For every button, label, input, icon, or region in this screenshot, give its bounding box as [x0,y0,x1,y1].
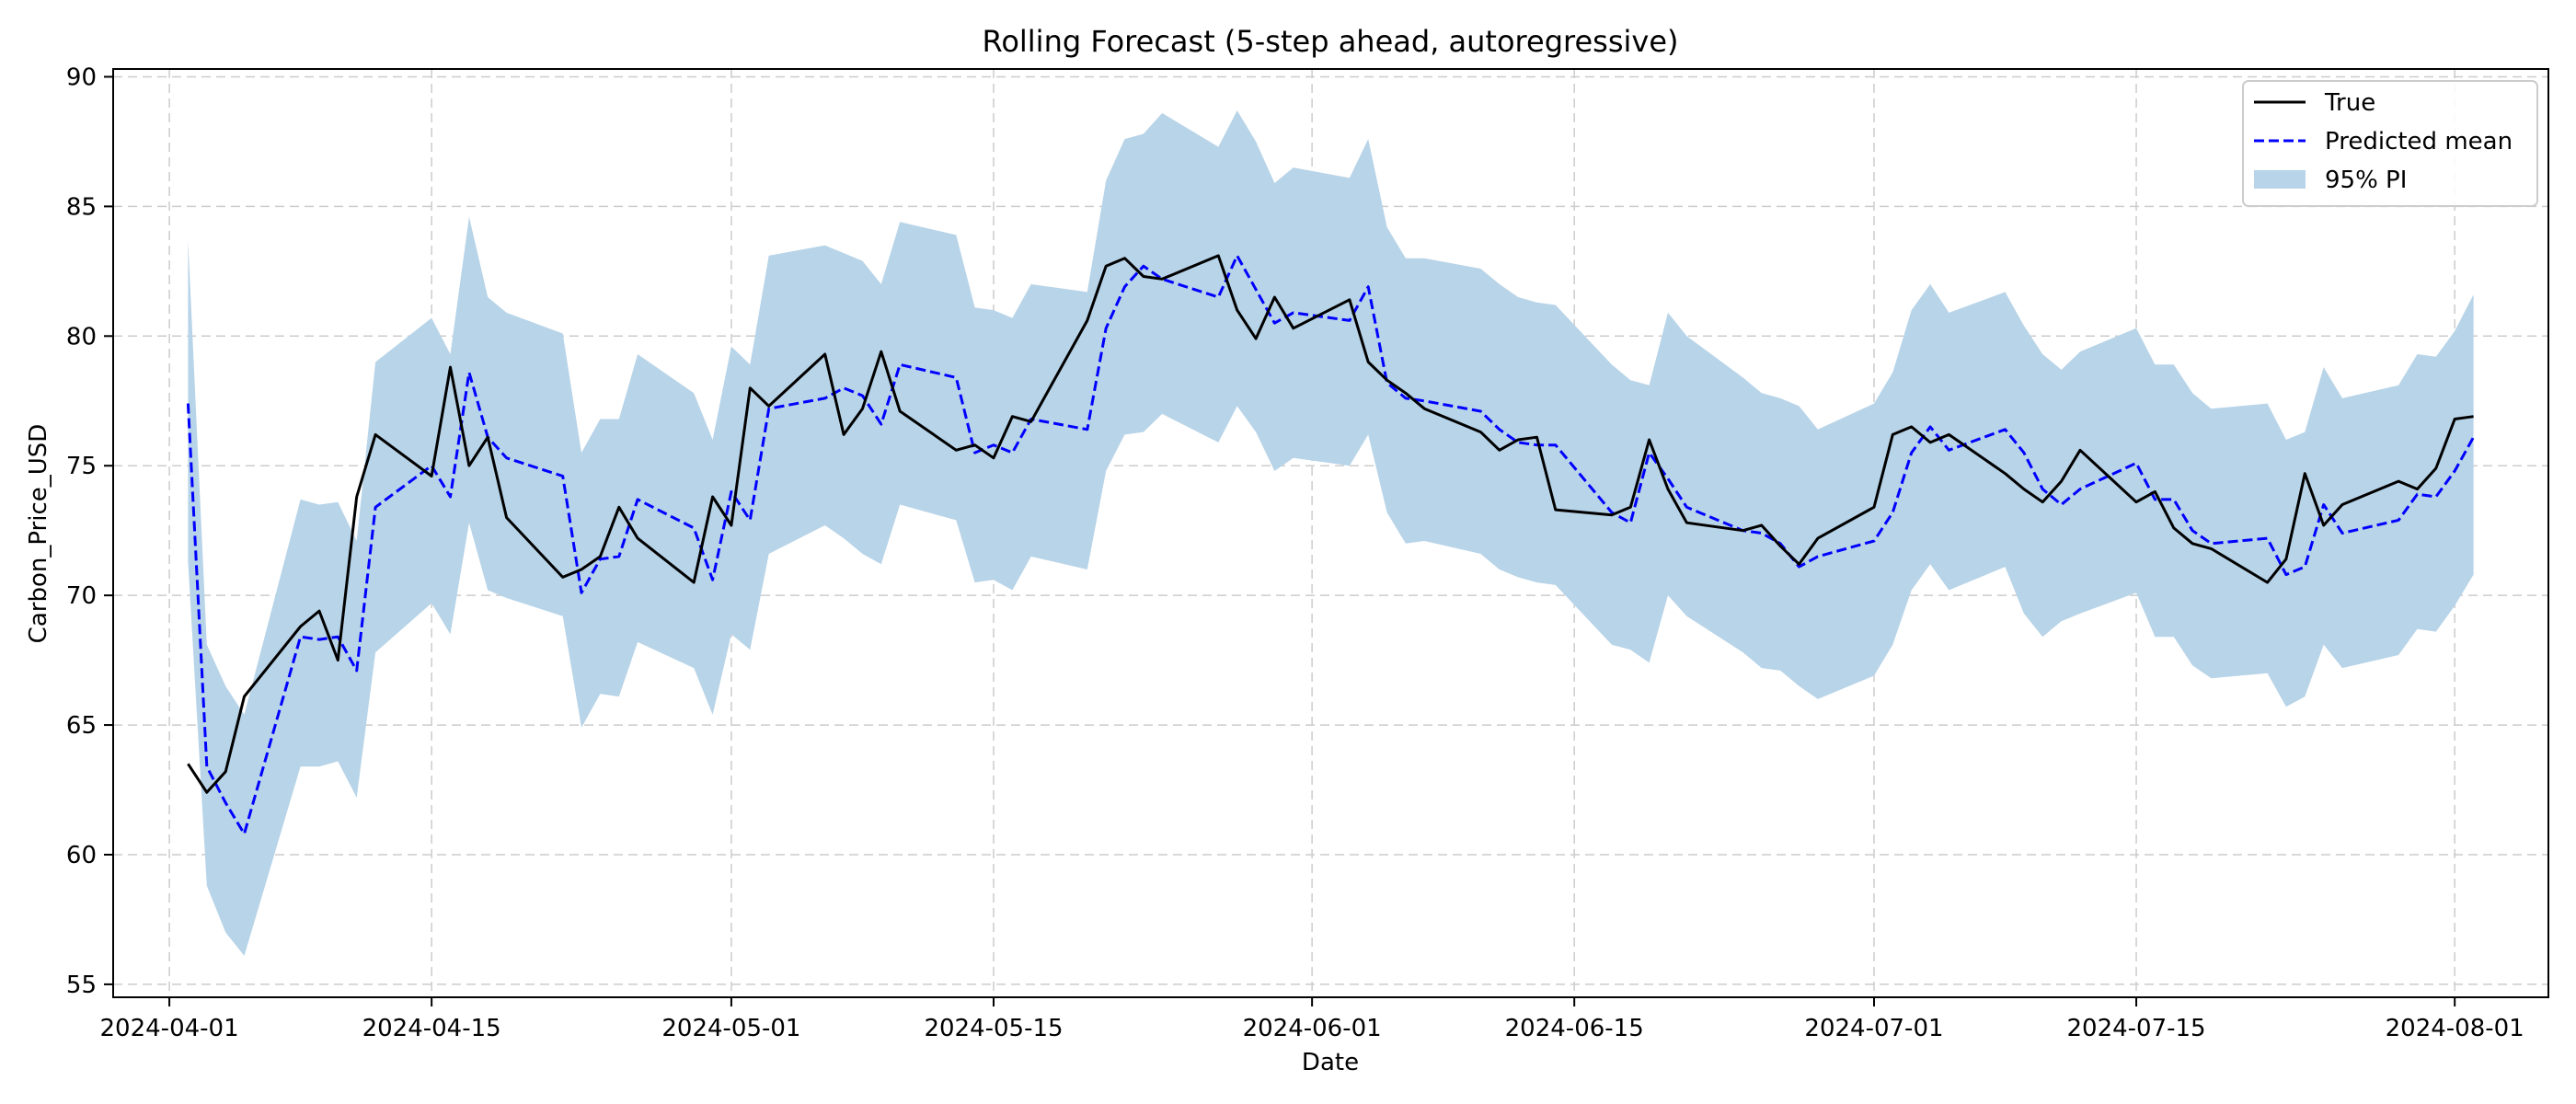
prediction-interval [188,110,2474,956]
y-tick-label: 65 [66,712,97,740]
legend-interval-label: 95% PI [2325,167,2407,194]
x-tick-label: 2024-07-01 [1804,1015,1943,1042]
legend-true-label: True [2324,89,2375,117]
y-tick-label: 90 [66,63,97,91]
legend-interval-swatch [2254,170,2306,189]
y-tick-label: 60 [66,842,97,869]
x-tick-label: 2024-05-01 [661,1015,800,1042]
series-line-predicted-mean [186,254,2475,835]
y-tick-label: 70 [66,582,97,610]
x-tick-label: 2024-06-15 [1505,1015,1644,1042]
series-line-true [187,254,2474,794]
x-tick-label: 2024-04-15 [362,1015,501,1042]
legend-predicted-label: Predicted mean [2325,128,2513,155]
y-tick-label: 55 [66,972,97,999]
x-axis-label: Date [1302,1049,1359,1076]
legend: True Predicted mean 95% PI [2242,80,2538,207]
x-tick-label: 2024-08-01 [2386,1015,2524,1042]
y-tick-label: 85 [66,193,97,221]
x-tick-label: 2024-05-15 [924,1015,1063,1042]
x-axis: 2024-04-01 2024-04-15 2024-05-01 2024-05-15… [100,997,2524,1042]
chart-title: Rolling Forecast (5-step ahead, autoregr… [983,24,1679,59]
legend-box [2242,80,2538,207]
plot-frame [112,68,2549,998]
y-axis: 55 60 65 70 75 80 85 90 [66,63,113,999]
y-tick-label: 80 [66,323,97,351]
x-tick-label: 2024-06-01 [1243,1015,1382,1042]
x-tick-label: 2024-07-15 [2066,1015,2205,1042]
y-axis-label: Carbon_Price_USD [25,424,52,644]
x-tick-label: 2024-04-01 [100,1015,239,1042]
y-tick-label: 75 [66,453,97,480]
series-lines [186,254,2475,835]
prediction-interval-band [188,110,2474,956]
